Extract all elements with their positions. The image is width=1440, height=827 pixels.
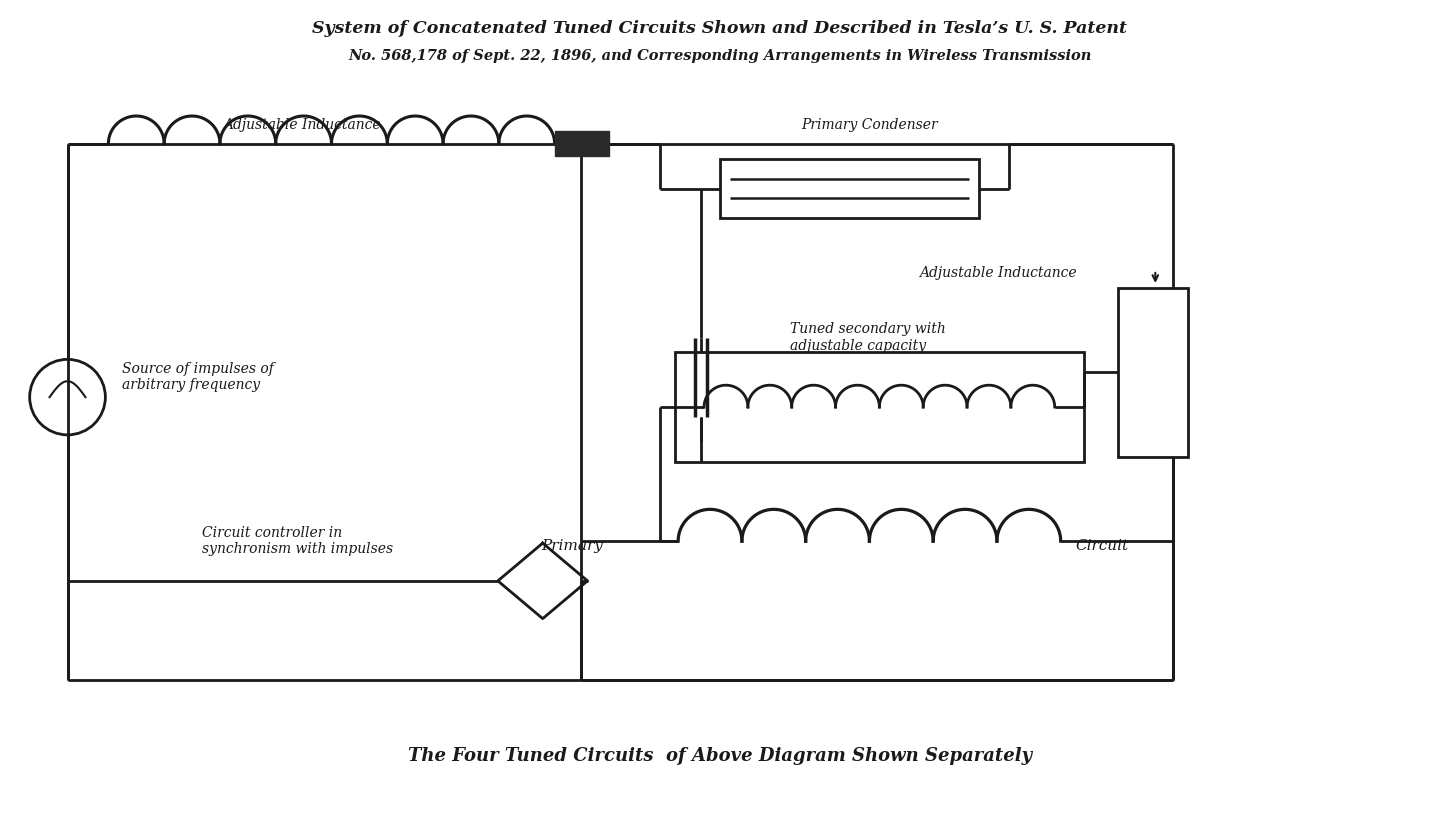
Text: No. 568,178 of Sept. 22, 1896, and Corresponding Arrangements in Wireless Transm: No. 568,178 of Sept. 22, 1896, and Corre… — [348, 50, 1092, 64]
Text: The Four Tuned Circuits  of Above Diagram Shown Separately: The Four Tuned Circuits of Above Diagram… — [408, 747, 1032, 765]
Text: Circuit: Circuit — [1076, 539, 1129, 553]
Text: Tuned secondary with
adjustable capacity: Tuned secondary with adjustable capacity — [789, 323, 946, 352]
Bar — [720, 159, 979, 218]
Text: Circuit controller in
synchronism with impulses: Circuit controller in synchronism with i… — [202, 526, 393, 557]
Text: Adjustable Inductance: Adjustable Inductance — [223, 118, 380, 131]
Text: Primary: Primary — [541, 539, 603, 553]
Bar — [675, 352, 1083, 461]
Bar — [1119, 288, 1188, 457]
Text: System of Concatenated Tuned Circuits Shown and Described in Tesla’s U. S. Paten: System of Concatenated Tuned Circuits Sh… — [312, 20, 1128, 36]
Bar — [554, 131, 609, 155]
Text: Adjustable Inductance: Adjustable Inductance — [919, 266, 1077, 280]
Text: Source of impulses of
arbitrary frequency: Source of impulses of arbitrary frequenc… — [122, 362, 274, 392]
Text: Primary Condenser: Primary Condenser — [801, 118, 937, 131]
